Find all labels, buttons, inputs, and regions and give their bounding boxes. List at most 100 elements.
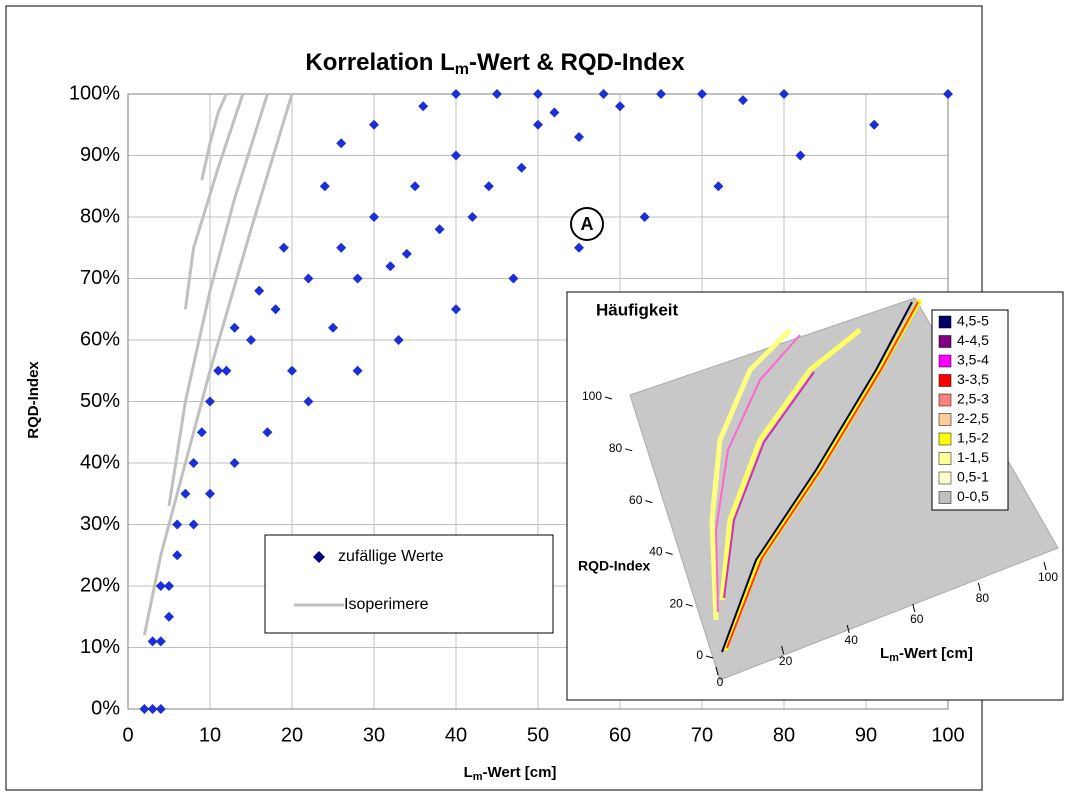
legend-label: 4-4,5 xyxy=(957,332,989,348)
legend-swatch xyxy=(938,374,952,387)
isoperimeter-line xyxy=(142,93,294,636)
inset-tick xyxy=(604,396,613,400)
legend-label: 3,5-4 xyxy=(957,352,989,368)
point xyxy=(246,335,256,345)
point xyxy=(393,335,404,345)
label-sub: m xyxy=(889,652,899,664)
x-axis-label: Lm-Wert [cm] xyxy=(464,764,557,783)
point xyxy=(615,101,625,112)
point xyxy=(385,261,396,272)
label-sub: m xyxy=(473,771,483,783)
y-tick-label: 30% xyxy=(80,513,120,535)
legend-swatch xyxy=(938,315,952,329)
point xyxy=(155,704,166,714)
inset-x-tick-label: 60 xyxy=(910,612,924,626)
inset-x-tick-label: 80 xyxy=(976,591,990,605)
point xyxy=(287,365,297,376)
legend-label: 3-3,5 xyxy=(957,371,989,387)
point xyxy=(451,304,461,315)
point xyxy=(164,611,174,622)
y-tick-label: 50% xyxy=(80,390,120,412)
x-tick-label: 100 xyxy=(931,724,964,746)
point xyxy=(139,704,150,714)
legend-swatch xyxy=(938,471,952,485)
point xyxy=(188,519,199,530)
point xyxy=(229,322,240,333)
point xyxy=(205,488,215,499)
y-tick-label: 60% xyxy=(80,328,120,350)
ridge xyxy=(726,301,919,649)
inset-x-tick-label: 0 xyxy=(717,675,724,689)
point xyxy=(155,636,166,647)
annotation: A xyxy=(581,214,594,234)
inset-x-label: Lm-Wert [cm] xyxy=(880,645,973,664)
surface-ridges xyxy=(709,298,923,653)
inset-y-tick-label: 40 xyxy=(649,545,663,559)
y-tick-label: 80% xyxy=(80,205,120,227)
point xyxy=(147,636,158,647)
label-part: L xyxy=(464,764,473,781)
y-axis-label: RQD-Index xyxy=(25,361,42,439)
point xyxy=(229,458,240,468)
point xyxy=(533,89,543,99)
inset-tick xyxy=(715,666,719,676)
x-tick-label: 10 xyxy=(199,724,221,746)
y-tick-label: 20% xyxy=(80,574,120,596)
ridge xyxy=(721,301,913,653)
inset-tick xyxy=(705,655,714,659)
point xyxy=(303,396,314,407)
inset-tick xyxy=(645,500,653,504)
inset-tick xyxy=(625,448,633,452)
inset-items: 0 20 40 60 80 100 0 20 40 60 80 100 4,5-5 4-4,5 3,5-4 3… xyxy=(582,313,1058,689)
point xyxy=(516,162,527,173)
y-tick-label: 100% xyxy=(69,82,120,104)
isoperimeter-line xyxy=(183,93,245,310)
point xyxy=(795,150,806,161)
point xyxy=(549,107,560,118)
point xyxy=(639,212,650,222)
inset-y-tick-label: 80 xyxy=(609,441,623,455)
inset-tick xyxy=(685,603,693,607)
point xyxy=(713,181,724,192)
point xyxy=(492,89,502,99)
point xyxy=(369,119,379,130)
point xyxy=(598,89,609,99)
point xyxy=(483,181,494,192)
x-tick-label: 30 xyxy=(363,724,385,746)
inset-x-tick-label: 100 xyxy=(1038,570,1058,584)
x-tick-label: 90 xyxy=(855,724,877,746)
point xyxy=(697,89,707,99)
point xyxy=(574,132,584,143)
legend-swatch xyxy=(938,393,952,407)
legend-label: 4,5-5 xyxy=(957,313,989,329)
label-part: L xyxy=(880,645,889,662)
inset-y-label: RQD-Index xyxy=(578,558,651,574)
inset-y-tick-label: 0 xyxy=(696,648,703,662)
title-sub: m xyxy=(455,61,469,78)
point xyxy=(574,242,584,253)
legend-label: 1,5-2 xyxy=(957,430,989,446)
x-tick-label: 50 xyxy=(527,724,549,746)
point xyxy=(401,248,412,259)
point xyxy=(656,89,666,99)
legend-swatch xyxy=(938,491,952,504)
point xyxy=(213,365,224,376)
inset-tick xyxy=(846,624,850,634)
y-tick-label: 10% xyxy=(80,636,120,658)
title-part: Korrelation L xyxy=(305,49,454,76)
y-tick-label: 0% xyxy=(91,697,120,719)
point xyxy=(319,181,330,192)
point xyxy=(738,95,748,106)
point xyxy=(180,488,191,499)
legend-swatch xyxy=(938,335,952,348)
point xyxy=(196,427,207,438)
legend-label: Isoperimere xyxy=(344,596,429,613)
inset-y-tick-label: 20 xyxy=(669,596,683,610)
inset-tick xyxy=(1043,561,1047,571)
legend-items: zufällige Werte Isoperimere xyxy=(294,548,444,613)
title-part: -Wert & RQD-Index xyxy=(469,49,685,76)
inset-title: Häufigkeit xyxy=(596,300,679,319)
x-tick-label: 80 xyxy=(773,724,795,746)
x-tick-label: 70 xyxy=(691,724,713,746)
